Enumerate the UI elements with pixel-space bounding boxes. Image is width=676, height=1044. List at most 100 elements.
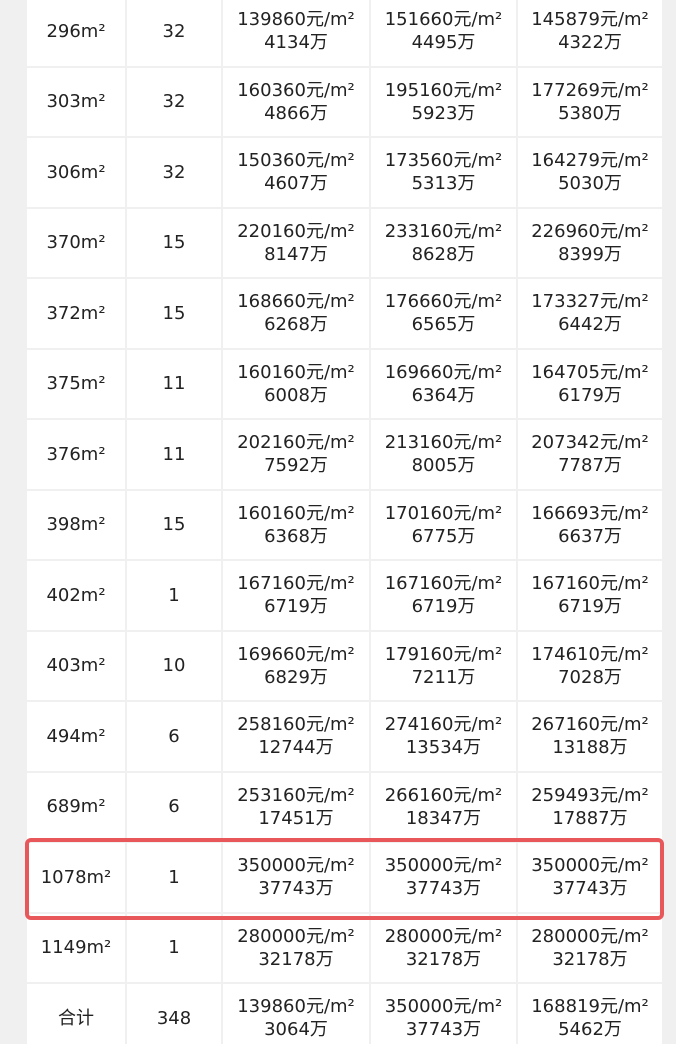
cell-text: 6 (168, 796, 180, 818)
cell-text: 1078m² (40, 866, 112, 888)
table-cell: 167160元/m² 6719万 (371, 561, 516, 630)
cell-text: 173560元/m² (384, 150, 503, 172)
table-cell: 220160元/m² 8147万 (223, 208, 369, 277)
table-cell: 350000元/m² 37743万 (223, 843, 369, 912)
cell-text: 151660元/m² (384, 9, 503, 31)
cell-text: 177269元/m² (531, 79, 649, 101)
highlight-box (25, 838, 664, 920)
cell-text: 17451万 (258, 807, 334, 829)
table-cell: 1149m² (27, 913, 125, 982)
cell-text: 398m² (46, 514, 106, 536)
table-cell: 173560元/m² 5313万 (371, 138, 516, 207)
cell-text: 8628万 (411, 243, 476, 265)
cell-text: 350000元/m² (531, 855, 649, 877)
cell-text: 372m² (46, 302, 106, 324)
cell-text: 15 (162, 302, 186, 324)
cell-text: 303m² (46, 91, 106, 113)
cell-text: 168660元/m² (237, 291, 355, 313)
table-cell: 370m² (27, 208, 125, 277)
table-cell: 376m² (27, 420, 125, 489)
table-cell: 145879元/m² 4322万 (518, 0, 662, 66)
cell-text: 12744万 (258, 737, 334, 759)
cell-text: 3064万 (264, 1019, 328, 1041)
cell-text: 259493元/m² (531, 784, 649, 806)
table-cell: 6 (127, 702, 221, 771)
cell-text: 176660元/m² (384, 291, 503, 313)
cell-text: 5380万 (558, 102, 622, 124)
table-cell: 合计 (27, 984, 125, 1044)
cell-text: 13534万 (405, 737, 482, 759)
table-cell: 174610元/m² 7028万 (518, 631, 662, 700)
cell-text: 7211万 (411, 666, 476, 688)
cell-text: 402m² (46, 584, 106, 606)
cell-text: 5462万 (558, 1019, 622, 1041)
cell-text: 5313万 (411, 173, 476, 195)
table-cell: 167160元/m² 6719万 (518, 561, 662, 630)
table-cell: 167160元/m² 6719万 (223, 561, 369, 630)
cell-text: 17887万 (552, 807, 628, 829)
cell-text: 32 (162, 91, 186, 113)
table-cell: 348 (127, 984, 221, 1044)
cell-text: 266160元/m² (384, 784, 503, 806)
table-cell: 494m² (27, 702, 125, 771)
cell-text: 169660元/m² (237, 643, 355, 665)
table-cell: 10 (127, 631, 221, 700)
table-cell: 350000元/m² 37743万 (518, 843, 662, 912)
table-cell: 403m² (27, 631, 125, 700)
cell-text: 280000元/m² (531, 925, 649, 947)
table-cell: 267160元/m² 13188万 (518, 702, 662, 771)
table-cell: 151660元/m² 4495万 (371, 0, 516, 66)
cell-text: 220160元/m² (237, 220, 355, 242)
cell-text: 348 (156, 1007, 192, 1029)
table-cell: 15 (127, 208, 221, 277)
cell-text: 6775万 (411, 525, 476, 547)
table-cell: 1078m² (27, 843, 125, 912)
cell-text: 350000元/m² (384, 855, 503, 877)
cell-text: 4607万 (264, 173, 328, 195)
cell-text: 168819元/m² (531, 996, 649, 1018)
cell-text: 32178万 (258, 948, 334, 970)
cell-text: 494m² (46, 725, 106, 747)
cell-text: 280000元/m² (384, 925, 503, 947)
cell-text: 1 (168, 937, 180, 959)
cell-text: 160360元/m² (237, 79, 355, 101)
table-cell: 168660元/m² 6268万 (223, 279, 369, 348)
cell-text: 10 (162, 655, 186, 677)
table-cell: 1 (127, 561, 221, 630)
table-cell: 398m² (27, 490, 125, 559)
cell-text: 8147万 (264, 243, 328, 265)
table-cell: 195160元/m² 5923万 (371, 67, 516, 136)
cell-text: 32178万 (552, 948, 628, 970)
table-cell: 166693元/m² 6637万 (518, 490, 662, 559)
cell-text: 7028万 (558, 666, 622, 688)
table-cell: 402m² (27, 561, 125, 630)
cell-text: 370m² (46, 232, 106, 254)
table-cell: 179160元/m² 7211万 (371, 631, 516, 700)
cell-text: 32 (162, 20, 186, 42)
table-cell: 202160元/m² 7592万 (223, 420, 369, 489)
cell-text: 13188万 (552, 737, 628, 759)
cell-text: 253160元/m² (237, 784, 355, 806)
cell-text: 296m² (46, 20, 106, 42)
table-cell: 169660元/m² 6829万 (223, 631, 369, 700)
table-cell: 266160元/m² 18347万 (371, 772, 516, 841)
cell-text: 213160元/m² (384, 432, 503, 454)
table-cell: 306m² (27, 138, 125, 207)
cell-text: 1 (168, 866, 180, 888)
cell-text: 7787万 (558, 455, 622, 477)
cell-text: 5030万 (558, 173, 622, 195)
cell-text: 169660元/m² (384, 361, 503, 383)
cell-text: 6637万 (558, 525, 622, 547)
cell-text: 7592万 (264, 455, 328, 477)
table-cell: 258160元/m² 12744万 (223, 702, 369, 771)
cell-text: 145879元/m² (531, 9, 649, 31)
table-cell: 253160元/m² 17451万 (223, 772, 369, 841)
table-cell: 11 (127, 420, 221, 489)
cell-text: 18347万 (405, 807, 482, 829)
table-cell: 32 (127, 138, 221, 207)
cell-text: 37743万 (405, 1019, 482, 1041)
table-cell: 375m² (27, 349, 125, 418)
table-cell: 164279元/m² 5030万 (518, 138, 662, 207)
cell-text: 1149m² (40, 937, 112, 959)
cell-text: 375m² (46, 373, 106, 395)
